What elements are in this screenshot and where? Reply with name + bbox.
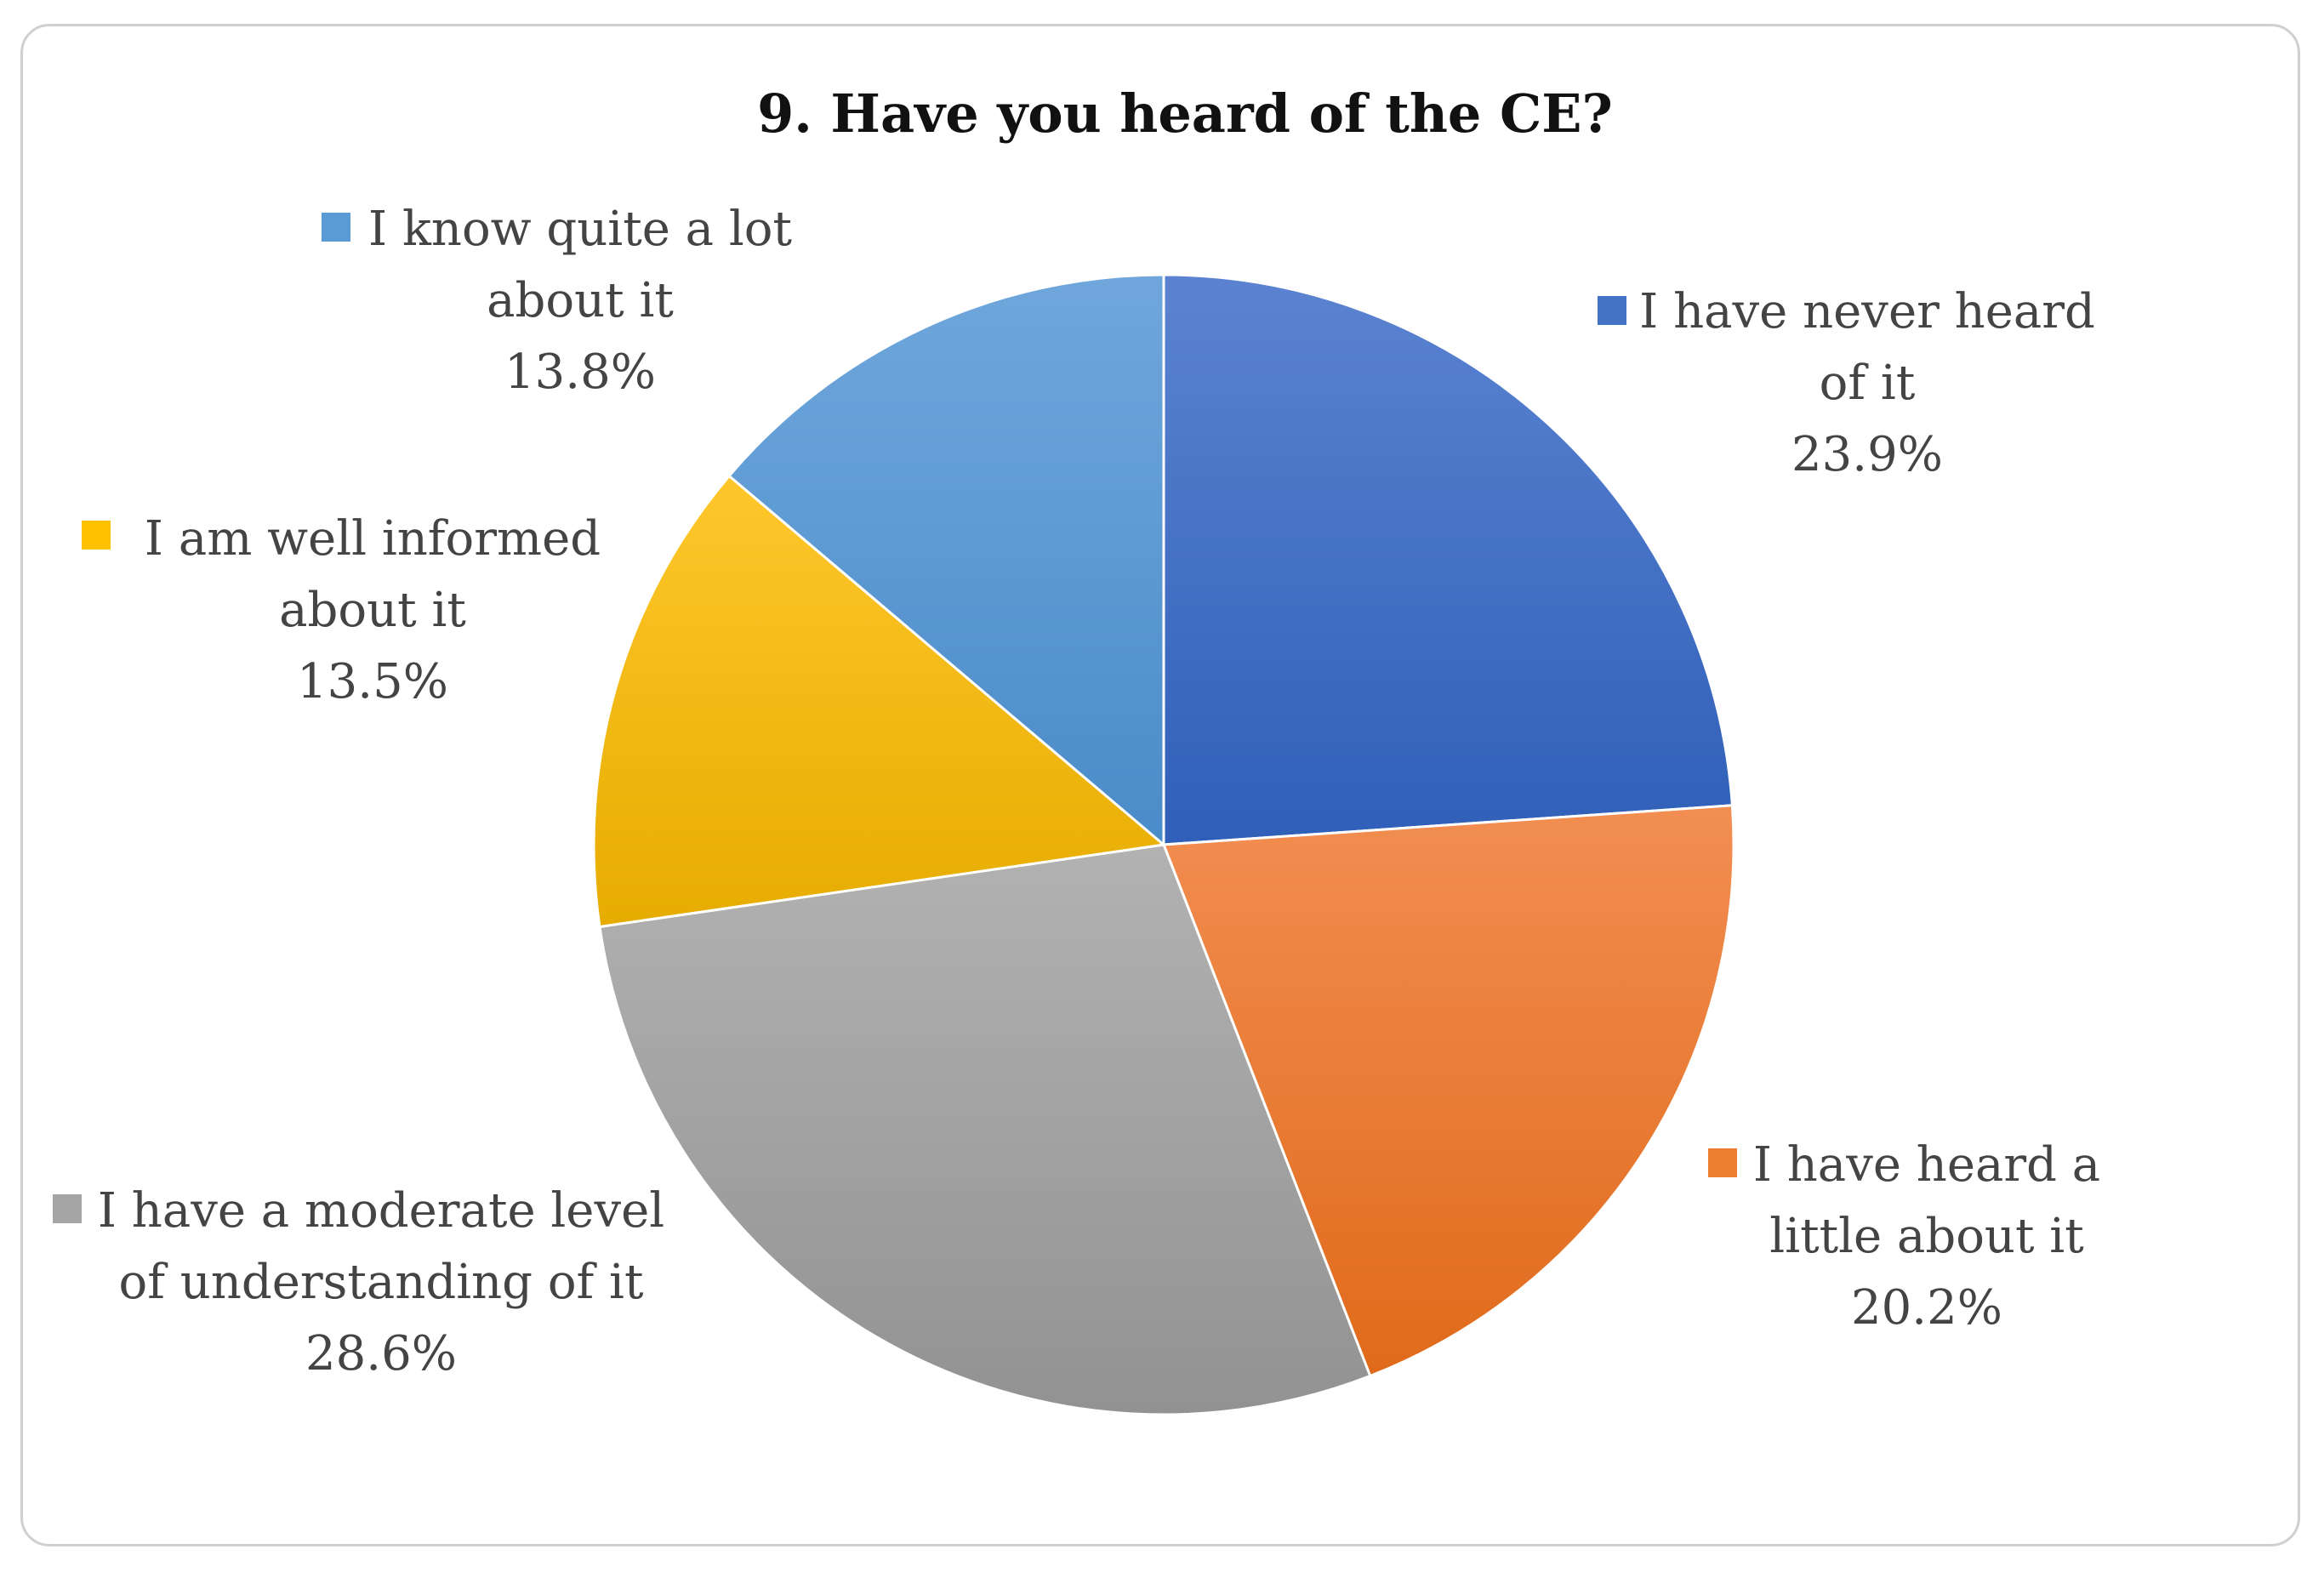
slice-category-label: about it	[279, 583, 466, 638]
pie-slice	[1162, 273, 1734, 846]
slice-category-label: I have a moderate level	[98, 1183, 664, 1239]
slice-value-label: 13.5%	[297, 654, 448, 709]
slice-value-label: 23.9%	[1791, 427, 1943, 482]
slice-category-label: I know quite a lot	[368, 202, 792, 257]
legend-marker	[1708, 1148, 1737, 1177]
slice-value-label: 28.6%	[305, 1326, 457, 1381]
legend-marker	[1598, 296, 1626, 325]
pie-slices	[592, 273, 1735, 1416]
slice-category-label: I have never heard	[1639, 284, 2095, 339]
pie-slice	[1161, 804, 1735, 1378]
slice-category-label: about it	[487, 273, 674, 328]
slice-category-label: of it	[1820, 356, 1916, 411]
pie-slice	[592, 474, 1167, 929]
chart-title: 9. Have you heard of the CE?	[757, 83, 1613, 145]
slice-value-label: 13.8%	[504, 345, 656, 400]
slice-category-label: I have heard a	[1753, 1137, 2100, 1193]
legend-marker	[322, 213, 350, 242]
slice-category-label: I am well informed	[145, 511, 601, 567]
slice-labels: I have never heard of it 23.9% I have heard…	[53, 202, 2100, 1381]
slice-value-label: 20.2%	[1851, 1280, 2002, 1336]
slice-category-label: of understanding of it	[119, 1255, 644, 1310]
legend-marker	[53, 1194, 82, 1223]
pie-slice	[598, 843, 1372, 1416]
slice-category-label: little about it	[1769, 1209, 2084, 1264]
pie-slice	[727, 273, 1165, 848]
legend-marker	[82, 521, 111, 550]
